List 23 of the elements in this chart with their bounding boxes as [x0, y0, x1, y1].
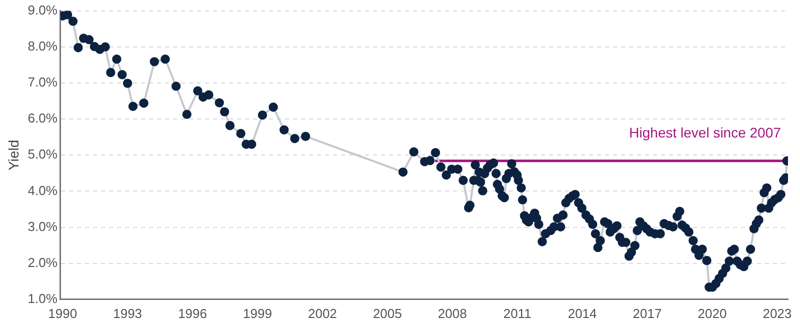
x-tick-label: 1993	[113, 306, 142, 321]
y-tick-label: 1.0%	[28, 290, 58, 306]
y-tick-label: 2.0%	[28, 254, 58, 270]
y-tick-label: 5.0%	[28, 146, 58, 162]
y-tick-label: 4.0%	[28, 182, 58, 198]
x-tick-label: 2014	[568, 306, 597, 321]
y-tick-label: 7.0%	[28, 74, 58, 90]
y-tick-label: 8.0%	[28, 38, 58, 54]
x-tick-label: 1996	[178, 306, 207, 321]
x-tick-label: 1990	[48, 306, 78, 321]
y-tick-label: 3.0%	[28, 218, 58, 234]
x-tick-label: 2002	[308, 306, 337, 321]
x-tick-label: 2008	[438, 306, 467, 321]
y-axis-title: Yield	[5, 140, 22, 170]
x-tick-label: 2011	[503, 306, 532, 321]
x-tick-label: 1999	[243, 306, 272, 321]
annotation: Highest level since 2007	[629, 124, 782, 141]
x-tick-label: 2020	[698, 306, 727, 321]
x-tick-label: 2005	[372, 306, 402, 321]
x-tick-label: 2023	[762, 306, 792, 321]
x-tick-label: 2017	[632, 306, 662, 321]
y-tick-label: 6.0%	[28, 110, 58, 126]
y-tick-label: 9.0%	[28, 2, 58, 18]
